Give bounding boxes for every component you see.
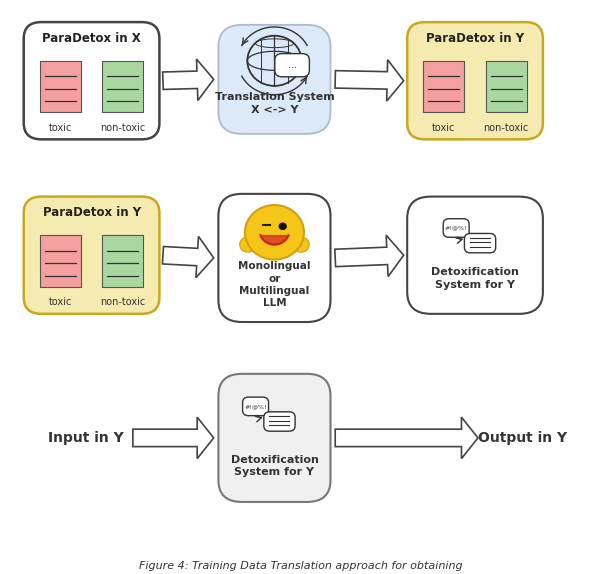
FancyBboxPatch shape (40, 61, 81, 113)
Text: #!@%!: #!@%! (244, 404, 267, 409)
FancyBboxPatch shape (219, 25, 330, 134)
Text: ParaDetox in Y: ParaDetox in Y (426, 32, 524, 45)
Text: non-toxic: non-toxic (100, 123, 146, 133)
FancyBboxPatch shape (102, 235, 143, 287)
FancyBboxPatch shape (102, 61, 143, 113)
Circle shape (245, 205, 304, 259)
FancyBboxPatch shape (40, 235, 81, 287)
FancyBboxPatch shape (219, 194, 330, 322)
Text: Monolingual
or
Multilingual
LLM: Monolingual or Multilingual LLM (238, 261, 311, 308)
FancyBboxPatch shape (264, 412, 295, 431)
Polygon shape (163, 236, 214, 278)
Text: Input in Y: Input in Y (48, 431, 123, 445)
Text: #!@%!: #!@%! (445, 226, 468, 231)
Text: Detoxification
System for Y: Detoxification System for Y (231, 455, 318, 478)
FancyBboxPatch shape (464, 234, 495, 253)
Text: toxic: toxic (432, 123, 456, 133)
FancyBboxPatch shape (486, 61, 527, 113)
Text: non-toxic: non-toxic (100, 297, 146, 307)
Text: ParaDetox in Y: ParaDetox in Y (43, 207, 141, 219)
Text: ...: ... (288, 60, 297, 70)
FancyBboxPatch shape (407, 196, 543, 314)
Text: ParaDetox in X: ParaDetox in X (42, 32, 141, 45)
Circle shape (240, 237, 256, 252)
FancyBboxPatch shape (219, 374, 330, 502)
FancyBboxPatch shape (407, 22, 543, 139)
Polygon shape (335, 60, 404, 101)
Text: Translation System
X <-> Y: Translation System X <-> Y (214, 92, 334, 115)
Polygon shape (133, 417, 214, 459)
FancyBboxPatch shape (443, 219, 469, 237)
Circle shape (279, 223, 287, 230)
Text: Output in Y: Output in Y (477, 431, 567, 445)
Circle shape (293, 237, 309, 252)
FancyBboxPatch shape (23, 196, 160, 314)
Polygon shape (335, 235, 404, 277)
Text: non-toxic: non-toxic (483, 123, 529, 133)
Polygon shape (335, 417, 478, 459)
Polygon shape (163, 59, 214, 100)
FancyBboxPatch shape (423, 61, 464, 113)
Text: toxic: toxic (49, 297, 72, 307)
FancyBboxPatch shape (23, 22, 160, 139)
Text: Figure 4: Training Data Translation approach for obtaining: Figure 4: Training Data Translation appr… (139, 561, 463, 571)
Text: Detoxification
System for Y: Detoxification System for Y (431, 267, 519, 290)
FancyBboxPatch shape (243, 397, 268, 416)
FancyBboxPatch shape (275, 53, 309, 77)
Polygon shape (261, 235, 288, 245)
Text: toxic: toxic (49, 123, 72, 133)
